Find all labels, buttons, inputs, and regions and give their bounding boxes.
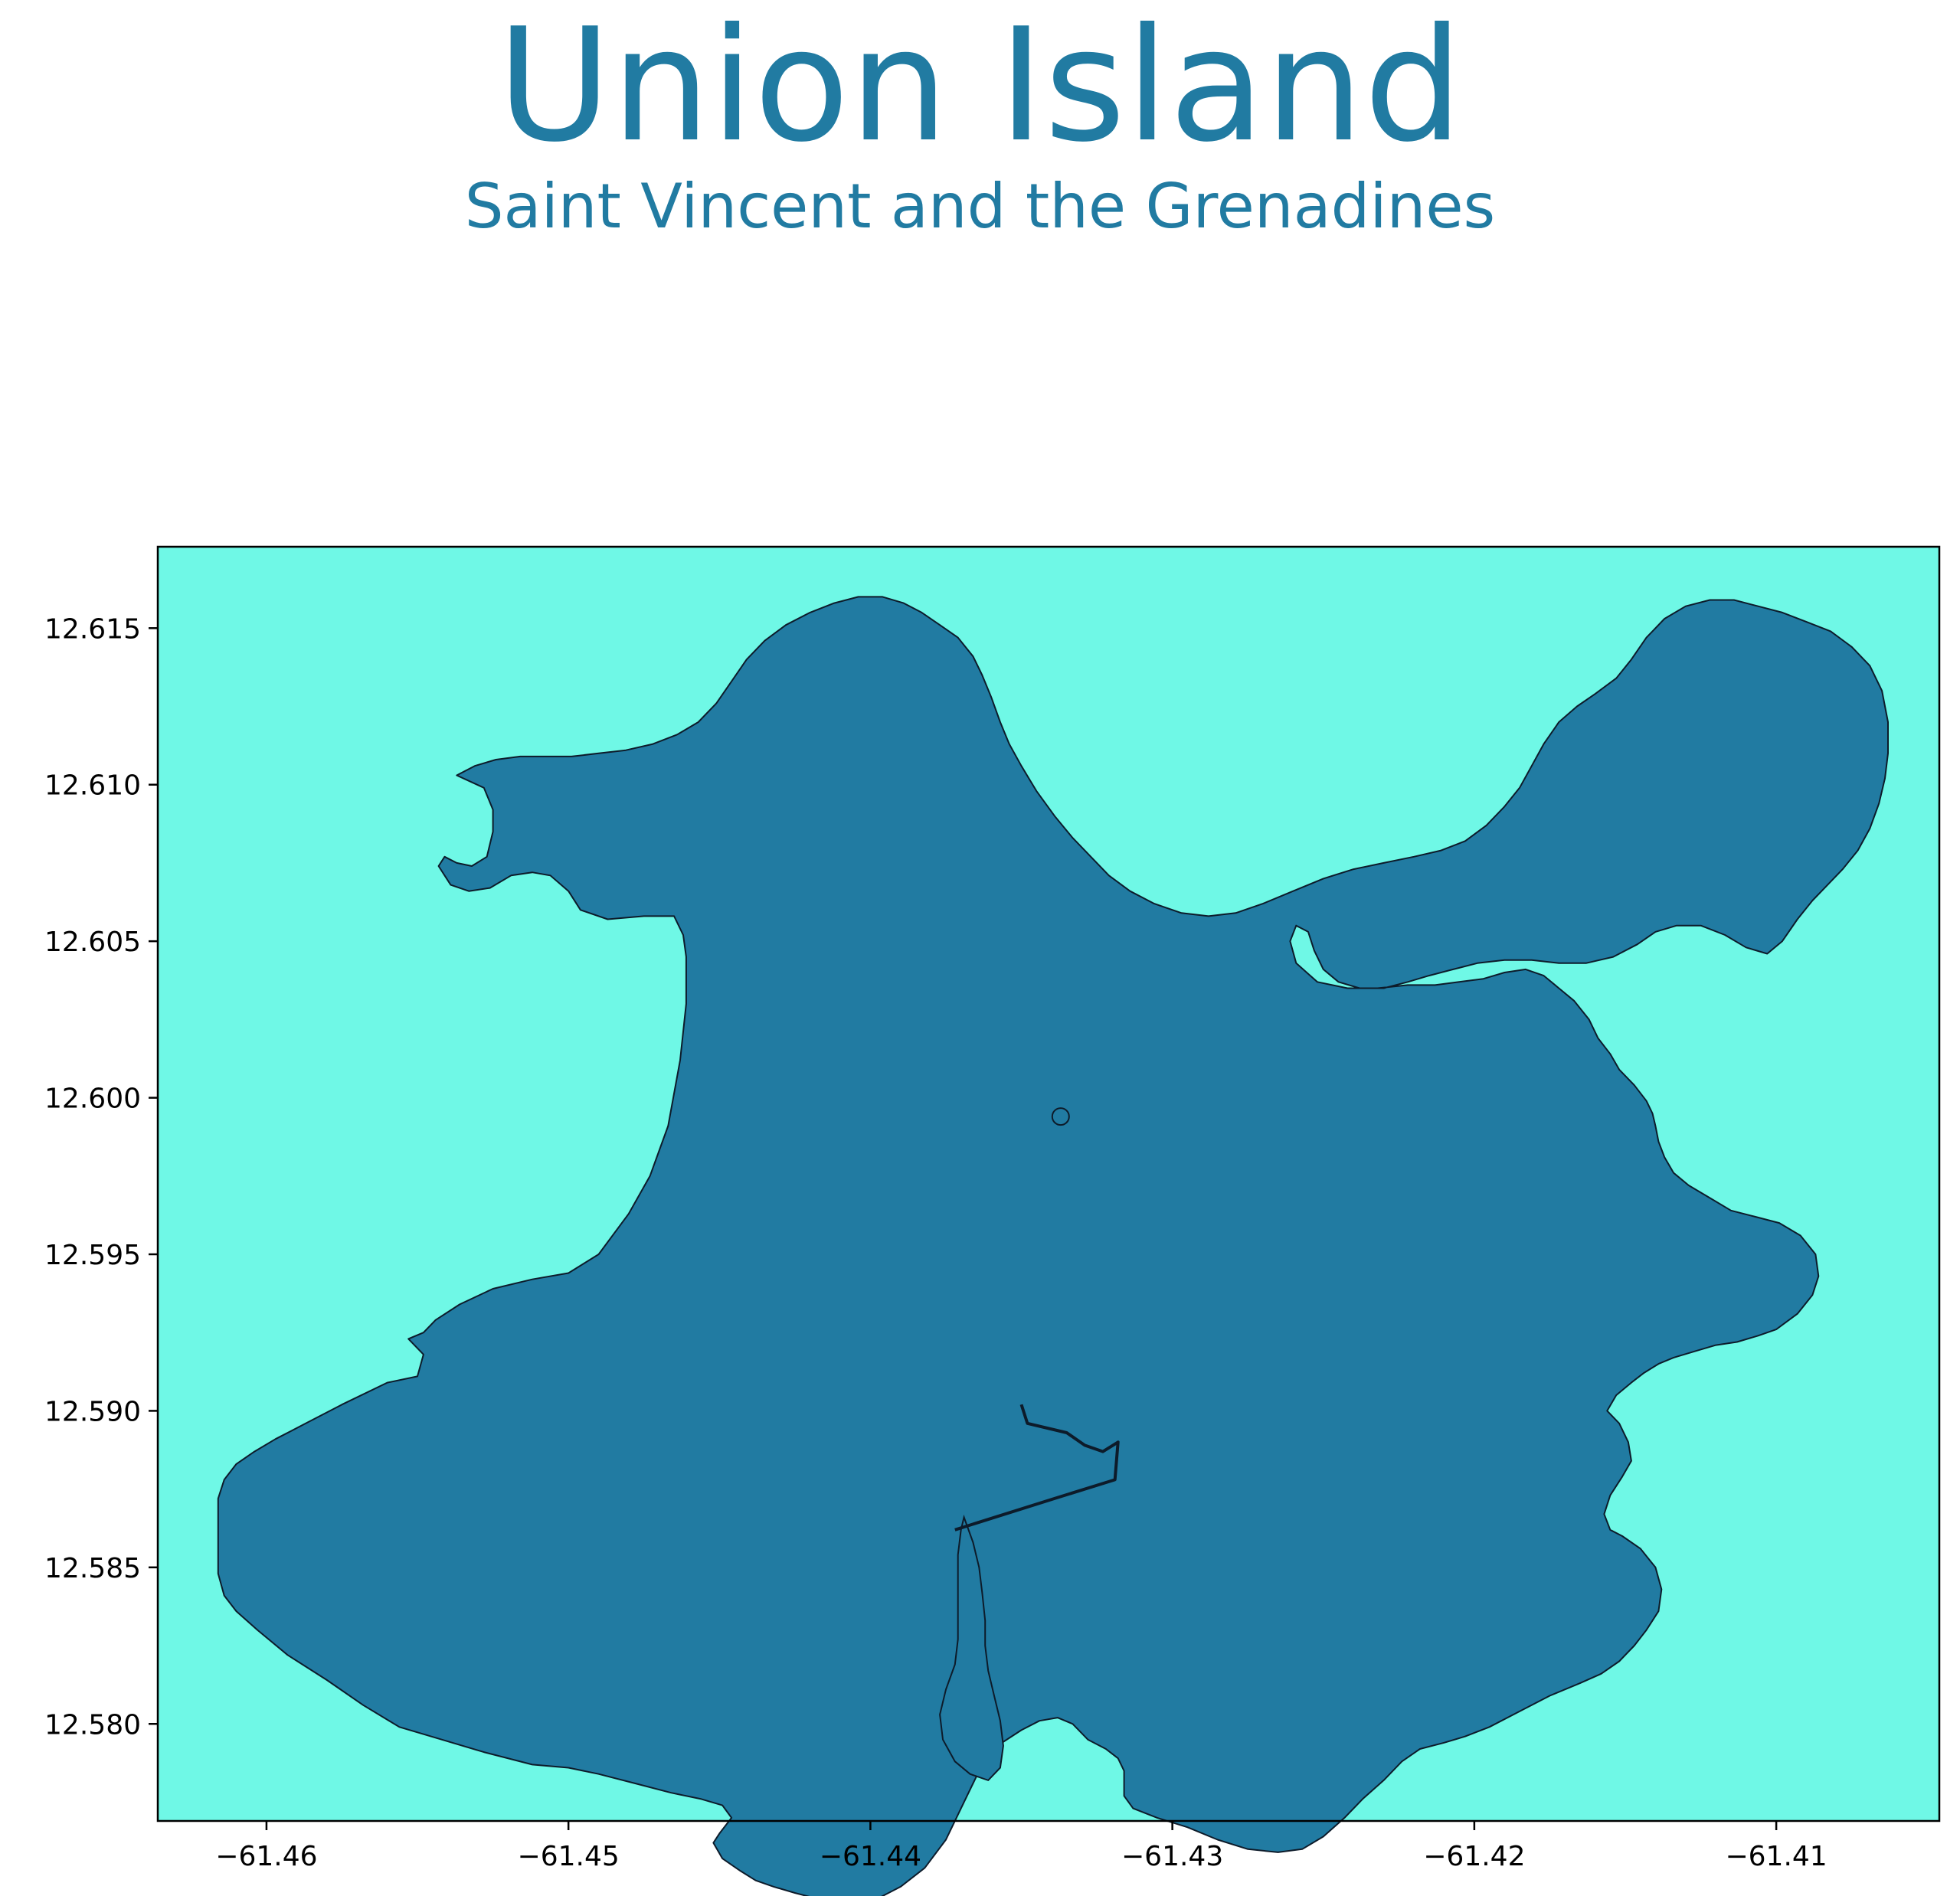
map-frame <box>156 545 1941 1822</box>
y-tick-label: 12.580 <box>44 1709 141 1741</box>
map-title: Union Island <box>496 0 1464 177</box>
x-tick-label: −61.44 <box>820 1841 921 1872</box>
x-axis: −61.46 −61.45 −61.44 −61.43 −61.42 −61.41 <box>215 1821 1827 1872</box>
y-tick-label: 12.615 <box>44 613 141 645</box>
x-tick-label: −61.43 <box>1121 1841 1223 1872</box>
x-tick-label: −61.41 <box>1725 1841 1827 1872</box>
y-tick-label: 12.600 <box>44 1084 141 1115</box>
y-tick-label: 12.595 <box>44 1240 141 1271</box>
y-tick-label: 12.610 <box>44 770 141 802</box>
y-tick-label: 12.590 <box>44 1396 141 1427</box>
harbour-jetty <box>954 1404 1120 1532</box>
union-island-landmass <box>217 596 1889 1896</box>
y-tick-label: 12.605 <box>44 927 141 958</box>
y-axis: 12.615 12.610 12.605 12.600 12.595 12.590 12.5… <box>44 613 158 1741</box>
map-subtitle: Saint Vincent and the Grenadines <box>464 171 1496 242</box>
centroid-marker <box>1051 1107 1070 1126</box>
south-islet-landmass <box>939 1514 1004 1782</box>
x-tick-label: −61.42 <box>1423 1841 1525 1872</box>
y-tick-label: 12.585 <box>44 1553 141 1584</box>
x-tick-label: −61.46 <box>215 1841 317 1872</box>
x-tick-label: −61.45 <box>518 1841 620 1872</box>
